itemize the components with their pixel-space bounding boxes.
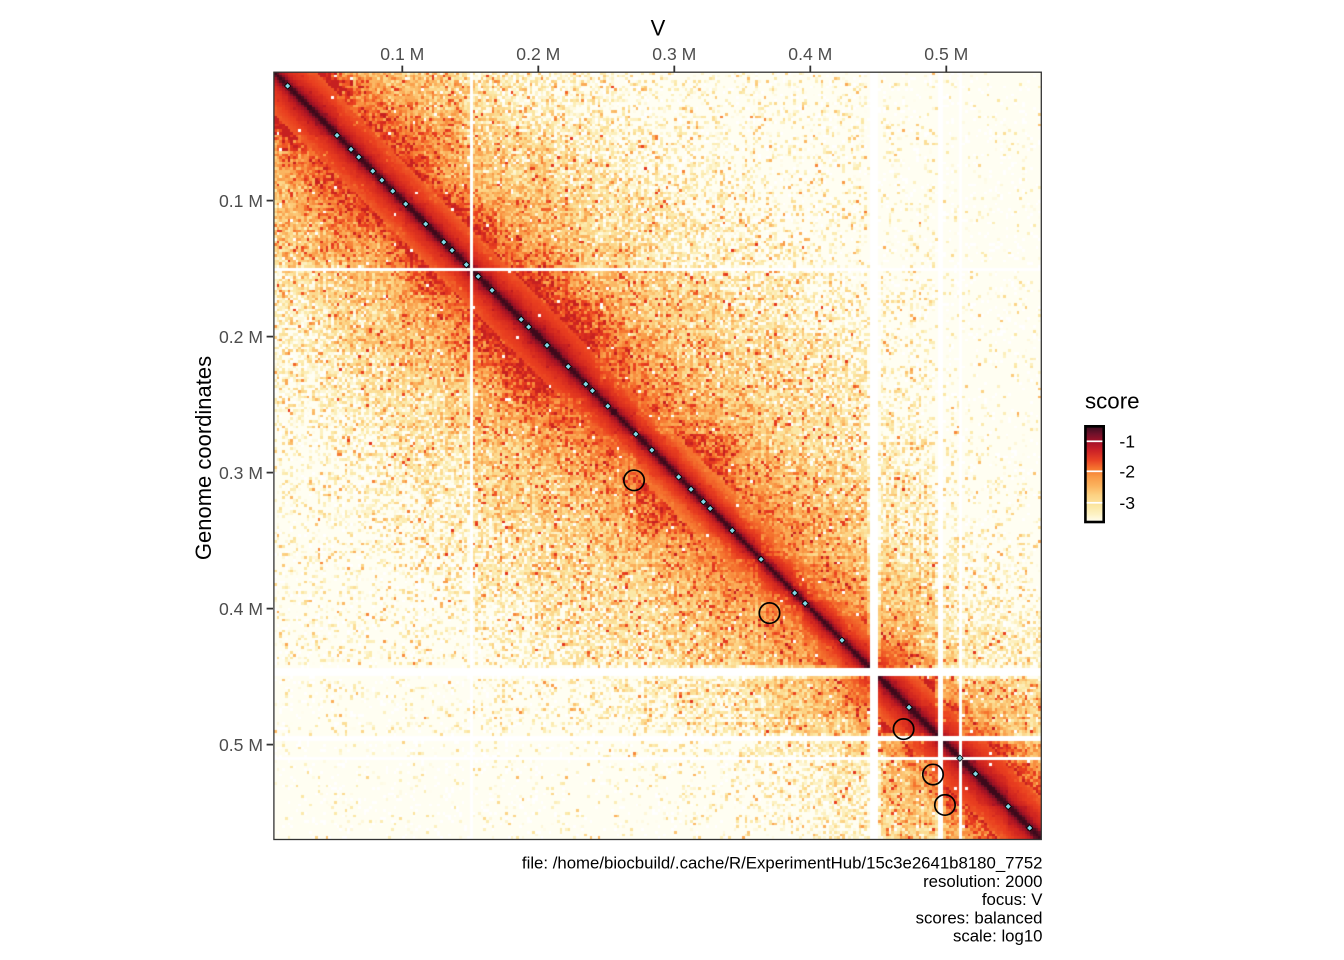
svg-text:0.1 M: 0.1 M: [380, 44, 424, 64]
svg-text:0.5 M: 0.5 M: [219, 735, 263, 755]
svg-text:0.2 M: 0.2 M: [516, 44, 560, 64]
svg-text:0.3 M: 0.3 M: [219, 463, 263, 483]
svg-text:scale: log10: scale: log10: [953, 927, 1043, 946]
svg-text:0.3 M: 0.3 M: [652, 44, 696, 64]
svg-text:scores: balanced: scores: balanced: [916, 908, 1043, 927]
svg-text:resolution: 2000: resolution: 2000: [923, 872, 1042, 891]
svg-text:file: /home/biocbuild/.cache/R: file: /home/biocbuild/.cache/R/Experimen…: [522, 854, 1043, 873]
svg-text:0.2 M: 0.2 M: [219, 327, 263, 347]
svg-text:0.1 M: 0.1 M: [219, 191, 263, 211]
svg-text:0.5 M: 0.5 M: [924, 44, 968, 64]
svg-text:focus: V: focus: V: [982, 890, 1043, 909]
svg-text:-2: -2: [1119, 462, 1135, 482]
svg-text:0.4 M: 0.4 M: [788, 44, 832, 64]
svg-text:-1: -1: [1119, 432, 1135, 452]
svg-text:Genome coordinates: Genome coordinates: [191, 356, 216, 560]
svg-text:0.4 M: 0.4 M: [219, 599, 263, 619]
svg-text:V: V: [651, 15, 666, 40]
svg-text:score: score: [1085, 389, 1140, 414]
svg-text:-3: -3: [1119, 493, 1135, 513]
